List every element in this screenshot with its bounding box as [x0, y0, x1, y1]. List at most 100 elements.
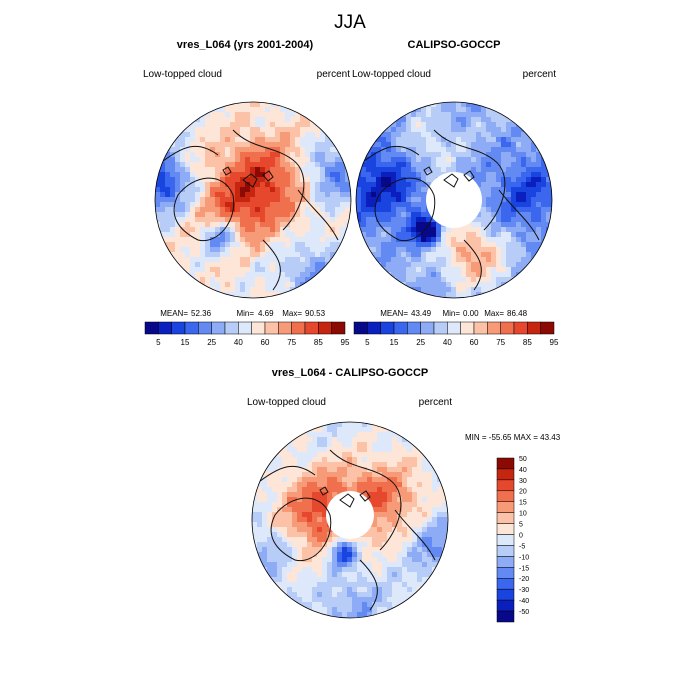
map-cell: [325, 142, 331, 148]
map-cell: [416, 227, 422, 233]
map-cell: [290, 237, 296, 243]
map-cell: [315, 132, 321, 138]
map-cell: [215, 272, 221, 278]
map-cell: [235, 272, 241, 278]
map-cell: [307, 527, 313, 533]
map-cell: [382, 532, 388, 538]
map-cell: [436, 152, 442, 158]
map-cell: [531, 202, 537, 208]
map-cell: [175, 137, 181, 143]
map-cell: [267, 542, 273, 548]
map-cell: [345, 177, 351, 183]
map-cell: [185, 167, 191, 173]
map-cell: [406, 257, 412, 263]
map-cell: [215, 162, 221, 168]
map-cell: [546, 217, 552, 223]
map-cell: [265, 142, 271, 148]
map-cell: [267, 512, 273, 518]
map-cell: [200, 267, 206, 273]
map-cell: [367, 487, 373, 493]
map-cell: [292, 447, 298, 453]
map-cell: [270, 257, 276, 263]
map-cell: [436, 237, 442, 243]
map-cell: [310, 257, 316, 263]
map-cell: [386, 142, 392, 148]
map-cell: [471, 292, 477, 298]
map-cell: [511, 162, 517, 168]
map-cell: [245, 122, 251, 128]
map-cell: [382, 487, 388, 493]
map-cell: [357, 542, 363, 548]
map-cell: [531, 192, 537, 198]
map-cell: [526, 182, 532, 188]
map-cell: [541, 212, 547, 218]
map-cell: [160, 187, 166, 193]
map-cell: [422, 497, 428, 503]
map-cell: [215, 227, 221, 233]
map-cell: [180, 152, 186, 158]
map-cell: [312, 577, 318, 583]
map-cell: [315, 232, 321, 238]
map-cell: [422, 487, 428, 493]
map-cell: [275, 152, 281, 158]
map-cell: [416, 272, 422, 278]
map-cell: [260, 237, 266, 243]
map-cell: [387, 507, 393, 513]
map-cell: [426, 277, 432, 283]
map-cell: [531, 247, 537, 253]
map-cell: [190, 212, 196, 218]
map-cell: [357, 602, 363, 608]
map-cell: [471, 282, 477, 288]
map-cell: [362, 552, 368, 558]
map-cell: [240, 107, 246, 113]
map-cell: [230, 277, 236, 283]
map-cell: [501, 242, 507, 248]
map-cell: [277, 502, 283, 508]
map-cell: [347, 442, 353, 448]
map-cell: [476, 132, 482, 138]
map-cell: [185, 227, 191, 233]
map-cell: [257, 502, 263, 508]
map-cell: [536, 197, 542, 203]
map-cell: [406, 177, 412, 183]
map-cell: [416, 192, 422, 198]
map-cell: [402, 467, 408, 473]
map-cell: [345, 207, 351, 213]
map-cell: [491, 222, 497, 228]
map-cell: [416, 242, 422, 248]
map-cell: [245, 102, 251, 108]
map-cell: [416, 207, 422, 213]
map-cell: [275, 107, 281, 113]
map-cell: [325, 152, 331, 158]
map-cell: [491, 182, 497, 188]
map-cell: [275, 212, 281, 218]
map-cell: [362, 592, 368, 598]
map-cell: [496, 267, 502, 273]
map-cell: [367, 452, 373, 458]
map-cell: [205, 172, 211, 178]
map-cell: [426, 157, 432, 163]
map-cell: [315, 237, 321, 243]
map-cell: [387, 602, 393, 608]
map-cell: [330, 197, 336, 203]
map-cell: [230, 117, 236, 123]
map-cell: [386, 192, 392, 198]
map-cell: [340, 182, 346, 188]
map-cell: [431, 222, 437, 228]
map-cell: [471, 252, 477, 258]
map-cell: [486, 237, 492, 243]
map-cell: [511, 207, 517, 213]
map-cell: [401, 132, 407, 138]
map-cell: [205, 227, 211, 233]
map-cell: [292, 527, 298, 533]
map-cell: [200, 207, 206, 213]
map-cell: [262, 522, 268, 528]
map-cell: [506, 232, 512, 238]
map-cell: [511, 132, 517, 138]
map-cell: [506, 187, 512, 193]
map-cell: [260, 247, 266, 253]
map-cell: [200, 137, 206, 143]
map-cell: [431, 157, 437, 163]
map-cell: [402, 502, 408, 508]
map-cell: [210, 207, 216, 213]
